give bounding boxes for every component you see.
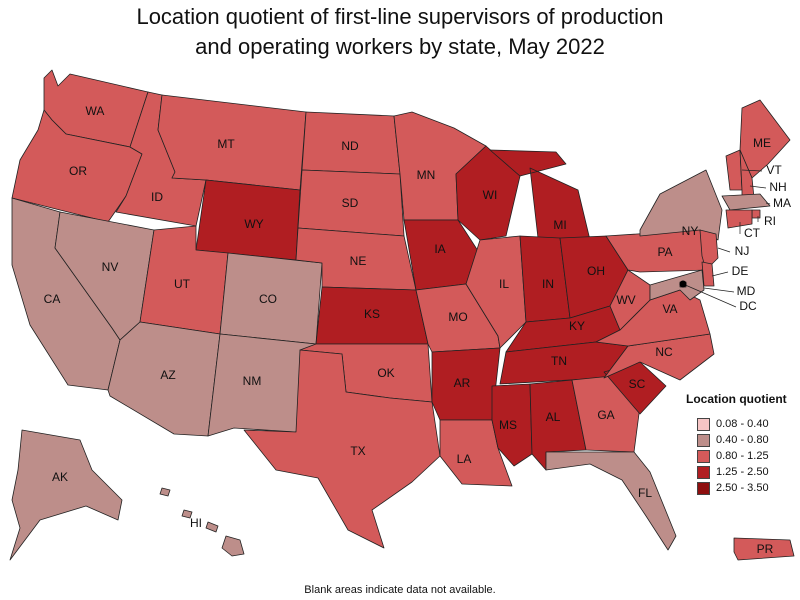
state-label-ma: MA [773, 196, 791, 210]
state-label-ks: KS [364, 307, 380, 321]
state-label-id: ID [151, 190, 163, 204]
state-label-va: VA [662, 302, 677, 316]
state-label-al: AL [546, 410, 561, 424]
legend-item: 0.08 - 0.40 [686, 416, 798, 432]
state-label-ky: KY [569, 319, 585, 333]
leader-line-ma [765, 202, 771, 205]
state-label-nd: ND [341, 139, 359, 153]
state-label-wv: WV [616, 293, 635, 307]
state-label-sc: SC [629, 377, 646, 391]
legend-swatch [697, 417, 710, 431]
state-label-nm: NM [243, 374, 262, 388]
legend-label: 0.80 - 1.25 [716, 450, 769, 462]
state-nm[interactable] [207, 333, 317, 437]
dc-marker[interactable] [679, 280, 687, 288]
legend-swatch [697, 449, 710, 463]
state-label-pa: PA [657, 245, 672, 259]
legend-label: 0.40 - 0.80 [716, 434, 769, 446]
title-line-2: and operating workers by state, May 2022 [195, 34, 605, 59]
state-label-ri: RI [764, 214, 776, 228]
state-label-wy: WY [244, 217, 263, 231]
state-pr[interactable] [733, 537, 795, 561]
state-label-az: AZ [160, 368, 175, 382]
legend-item: 0.80 - 1.25 [686, 448, 798, 464]
state-label-ar: AR [454, 376, 471, 390]
state-hi[interactable] [159, 487, 245, 557]
state-de[interactable] [701, 261, 715, 287]
map-legend: Location quotient 0.08 - 0.40 0.40 - 0.80… [686, 392, 798, 496]
legend-item: 2.50 - 3.50 [686, 480, 798, 496]
state-label-wa: WA [86, 104, 105, 118]
state-label-ia: IA [434, 242, 445, 256]
state-ma[interactable] [721, 193, 771, 211]
state-ri[interactable] [751, 209, 761, 219]
state-label-nh: NH [769, 180, 786, 194]
state-label-mn: MN [417, 168, 436, 182]
state-label-tn: TN [551, 354, 567, 368]
leader-line-de [711, 271, 729, 277]
state-label-mt: MT [217, 137, 235, 151]
state-label-pr: PR [757, 542, 774, 556]
legend-swatch [697, 465, 710, 479]
map-title: Location quotient of first-line supervis… [0, 2, 800, 62]
state-label-mi: MI [553, 218, 566, 232]
state-label-or: OR [69, 164, 87, 178]
state-label-fl: FL [638, 486, 652, 500]
legend-swatch [697, 481, 710, 495]
state-ak[interactable] [9, 429, 123, 561]
legend-item: 0.40 - 0.80 [686, 432, 798, 448]
leader-line-dc [682, 283, 737, 308]
leader-line-nh [749, 185, 767, 189]
state-tx[interactable] [243, 349, 441, 549]
state-label-nj: NJ [735, 244, 750, 258]
state-label-ne: NE [350, 254, 367, 268]
state-label-wi: WI [483, 188, 498, 202]
legend-label: 2.50 - 3.50 [716, 482, 769, 494]
leader-line-vt [741, 169, 763, 172]
state-ny[interactable] [639, 169, 723, 241]
state-label-sd: SD [342, 196, 359, 210]
state-label-la: LA [457, 452, 472, 466]
state-label-md: MD [737, 284, 756, 298]
legend-label: 0.08 - 0.40 [716, 418, 769, 430]
state-label-dc: DC [739, 299, 757, 313]
state-wi[interactable] [455, 145, 521, 241]
state-label-hi: HI [190, 516, 202, 530]
legend-label: 1.25 - 2.50 [716, 466, 769, 478]
state-label-tx: TX [350, 444, 365, 458]
state-label-ct: CT [744, 226, 761, 240]
state-label-ok: OK [377, 366, 394, 380]
footnote: Blank areas indicate data not available. [304, 584, 496, 596]
state-label-oh: OH [587, 264, 605, 278]
state-fl[interactable] [545, 451, 677, 551]
state-label-ca: CA [44, 292, 61, 306]
leader-line-md [703, 287, 735, 293]
title-line-1: Location quotient of first-line supervis… [136, 4, 664, 29]
state-label-ak: AK [52, 470, 68, 484]
legend-swatch [697, 433, 710, 447]
state-label-ga: GA [597, 408, 614, 422]
legend-item: 1.25 - 2.50 [686, 464, 798, 480]
state-label-me: ME [753, 136, 771, 150]
state-vt[interactable] [725, 149, 743, 191]
state-md[interactable] [649, 269, 705, 301]
state-label-mo: MO [448, 310, 467, 324]
leader-line-nj [717, 247, 731, 253]
legend-title: Location quotient [686, 392, 787, 406]
state-label-il: IL [499, 277, 509, 291]
state-label-de: DE [732, 264, 749, 278]
state-label-in: IN [542, 277, 554, 291]
state-ct[interactable] [725, 209, 753, 229]
state-label-nc: NC [655, 345, 673, 359]
state-label-vt: VT [766, 163, 782, 177]
state-label-ny: NY [682, 224, 699, 238]
state-label-nv: NV [102, 260, 119, 274]
state-label-ut: UT [174, 277, 191, 291]
state-label-ms: MS [499, 418, 517, 432]
state-label-co: CO [259, 292, 277, 306]
